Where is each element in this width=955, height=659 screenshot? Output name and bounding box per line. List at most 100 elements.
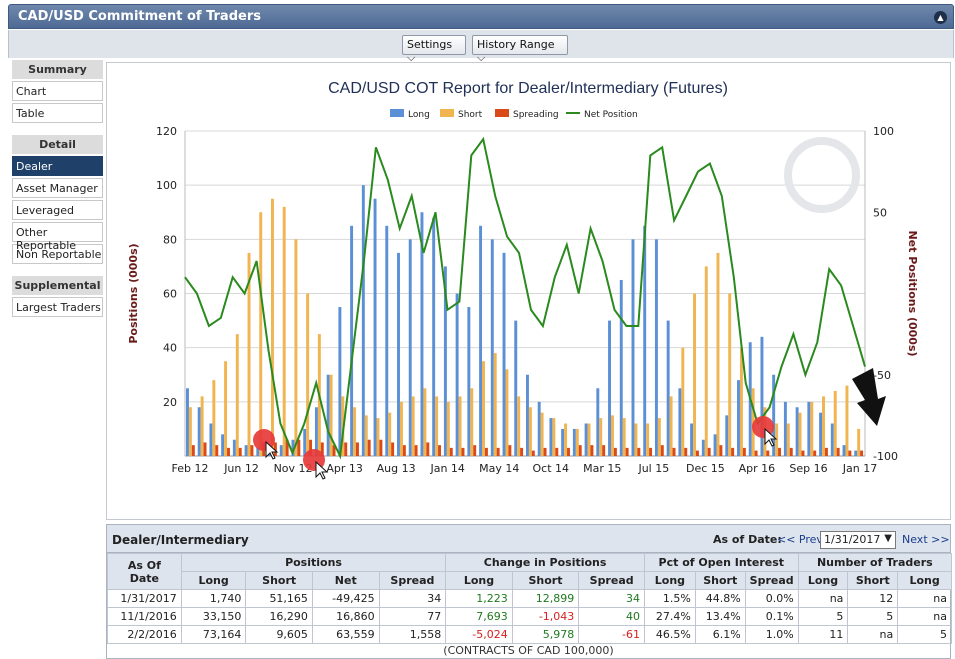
bar-short — [552, 418, 556, 456]
bar-spreading — [344, 442, 348, 456]
sidebar-item-chart[interactable]: Chart — [12, 81, 103, 101]
bar-short — [786, 423, 790, 456]
as-of-date-select[interactable]: 1/31/2017 ▼ — [820, 531, 896, 549]
bar-spreading — [238, 447, 242, 456]
bar-short — [435, 396, 439, 456]
bar-long — [549, 418, 553, 456]
bar-spreading — [742, 447, 746, 456]
bar-long — [397, 252, 400, 456]
bar-long — [608, 320, 611, 456]
bar-long — [596, 388, 600, 456]
dropdown-arrow-icon: ▼ — [884, 533, 892, 544]
bar-long — [619, 279, 623, 456]
bar-spreading — [320, 442, 324, 456]
bar-spreading — [684, 447, 688, 456]
bar-long — [326, 374, 330, 456]
group-header-change: Change in Positions — [445, 553, 645, 572]
cell-pos-net: 16,860 — [311, 607, 380, 626]
chevron-down-icon: ⌵ — [407, 51, 416, 64]
cell-pct-spread: 1.0% — [744, 625, 799, 644]
bar-long — [643, 225, 647, 456]
sidebar-item-dealer[interactable]: Dealer — [12, 156, 103, 176]
bar-short — [634, 423, 638, 456]
y-tick-label: 40 — [163, 342, 177, 355]
history-range-label: History Range — [477, 38, 555, 51]
settings-button[interactable]: Settings ⌵ — [402, 35, 466, 64]
history-range-button[interactable]: History Range ⌵ — [472, 35, 568, 64]
bar-spreading — [649, 447, 653, 456]
x-tick-label: Jan 14 — [429, 462, 464, 475]
cell-chg-spread: 40 — [578, 607, 645, 626]
legend-label: Spreading — [513, 110, 559, 120]
bar-long — [373, 198, 377, 457]
bar-long — [314, 407, 318, 456]
bar-spreading — [367, 439, 371, 456]
bar-spreading — [696, 450, 699, 456]
y2-tick-label: 100 — [873, 125, 894, 138]
cell-pct-long: 27.4% — [643, 607, 696, 626]
cell-pct-short: 13.4% — [694, 607, 746, 626]
bar-short — [599, 418, 603, 456]
bar-long — [842, 445, 846, 456]
cell-pos-spread: 1,558 — [378, 625, 447, 644]
bar-short — [564, 423, 568, 456]
bar-long — [830, 423, 834, 456]
prev-date-link[interactable]: << Prev — [777, 533, 823, 546]
bar-spreading — [215, 445, 219, 456]
bar-short — [611, 415, 614, 456]
bar-long — [783, 401, 787, 456]
col-header-pos-net: Net — [311, 571, 380, 590]
legend-swatch — [566, 112, 580, 114]
bar-spreading — [297, 439, 301, 456]
bar-spreading — [860, 450, 864, 456]
sidebar-item-table[interactable]: Table — [12, 103, 103, 123]
bar-short — [575, 428, 579, 456]
bar-spreading — [203, 442, 207, 456]
bar-long — [467, 307, 471, 456]
group-header-traders: Number of Traders — [797, 553, 953, 572]
bar-long — [502, 252, 506, 456]
bar-short — [259, 212, 263, 456]
cell-pos-long: 1,740 — [180, 589, 247, 608]
cell-chg-short: 12,899 — [511, 589, 580, 608]
sidebar-item-largest-traders[interactable]: Largest Traders — [12, 297, 103, 317]
sidebar-header-supplemental: Supplemental — [12, 276, 103, 295]
sidebar-item-other-reportable[interactable]: Other Reportable — [12, 222, 103, 252]
group-header-pct: Pct of Open Interest — [643, 553, 799, 572]
bar-spreading — [801, 450, 805, 456]
col-header-pos-spread: Spread — [378, 571, 447, 590]
bar-short — [622, 418, 626, 456]
cell-pct-short: 44.8% — [694, 589, 746, 608]
bar-long — [490, 239, 494, 456]
x-tick-label: Jun 12 — [223, 462, 259, 475]
sidebar-item-leveraged[interactable]: Leveraged — [12, 200, 103, 220]
bar-spreading — [332, 445, 336, 456]
bar-spreading — [520, 447, 524, 456]
collapse-icon[interactable]: ▲ — [934, 11, 947, 24]
sidebar-header-summary: Summary — [12, 60, 103, 79]
sidebar-item-non-reportable[interactable]: Non Reportable — [12, 244, 103, 264]
bar-long — [572, 428, 576, 456]
bar-short — [822, 396, 825, 456]
bar-short — [493, 353, 497, 456]
bar-long — [303, 428, 307, 456]
bar-spreading — [637, 447, 641, 456]
cell-chg-spread: -61 — [578, 625, 645, 644]
bar-short — [669, 396, 673, 456]
y-axis-label: Positions (000s) — [127, 243, 140, 343]
bar-short — [411, 396, 415, 456]
bar-long — [186, 388, 189, 456]
bar-long — [537, 401, 541, 456]
bar-long — [221, 434, 225, 456]
as-of-date-value: 1/31/2017 — [824, 533, 881, 546]
bar-spreading — [567, 447, 570, 456]
table-title: Dealer/Intermediary — [112, 533, 249, 547]
bar-short — [200, 396, 204, 456]
col-header-pos-long: Long — [180, 571, 247, 590]
next-date-link[interactable]: Next >> — [902, 533, 950, 546]
sidebar-item-asset-manager[interactable]: Asset Manager — [12, 178, 103, 198]
cell-chg-spread: 34 — [578, 589, 645, 608]
bar-long — [690, 423, 694, 456]
bar-short — [446, 401, 450, 456]
bar-spreading — [813, 450, 817, 456]
